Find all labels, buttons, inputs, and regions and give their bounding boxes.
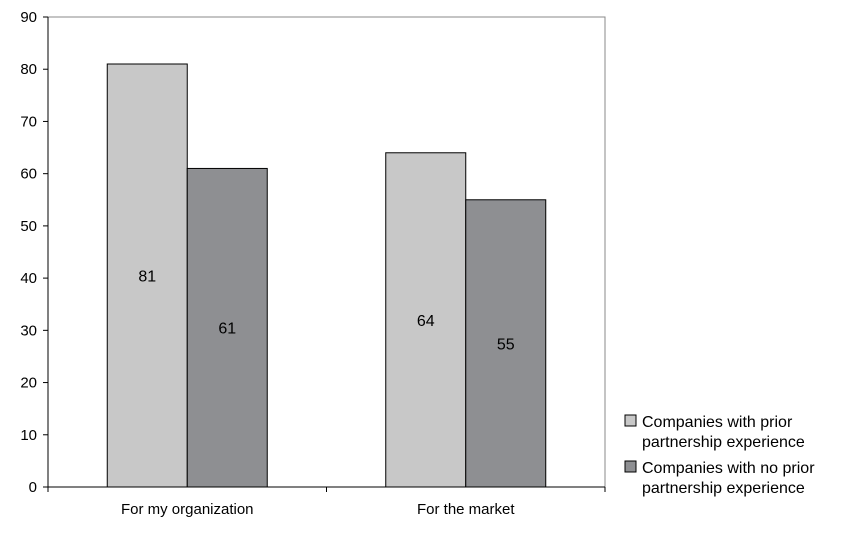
bar-series-2-category-1 [186,167,268,488]
legend-swatch-1 [624,414,637,427]
x-category-label: For the market [417,501,515,518]
bars [106,63,547,488]
legend-label: partnership experience [642,434,805,451]
y-tick-label: 70 [20,113,37,130]
y-tick-label: 30 [20,322,37,339]
y-tick-label: 60 [20,166,37,183]
y-tick-label: 50 [20,218,37,235]
bar-series-1-category-1 [106,63,188,488]
legend: Companies with prior partnership experien… [624,414,815,497]
data-labels: 81 61 64 55 [138,269,514,354]
y-tick-label: 0 [29,479,37,496]
bar-series-2-category-2 [465,199,547,488]
legend-swatch-2 [624,460,637,473]
y-tick-label: 40 [20,270,37,287]
legend-label: Companies with prior [642,414,793,431]
bar-series-1-category-2 [385,152,467,488]
data-label: 81 [138,269,156,286]
data-label: 61 [218,321,236,338]
y-axis: 0 10 20 30 40 50 60 70 80 90 [20,9,49,496]
y-tick-label: 20 [20,375,37,392]
y-tick-label: 10 [20,427,37,444]
data-label: 55 [497,336,515,353]
x-axis: For my organization For the market [47,486,606,518]
x-category-label: For my organization [121,501,254,518]
legend-label: partnership experience [642,480,805,497]
legend-label: Companies with no prior [642,460,815,477]
y-tick-label: 80 [20,61,37,78]
y-tick-label: 90 [20,9,37,26]
data-label: 64 [417,313,435,330]
